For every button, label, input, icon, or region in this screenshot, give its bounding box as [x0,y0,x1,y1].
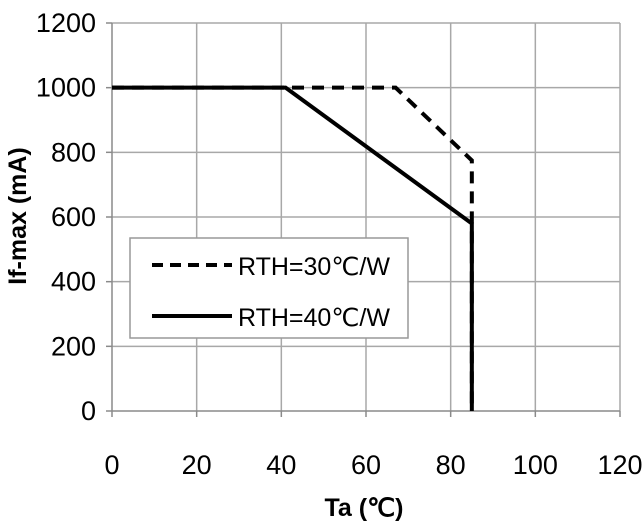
x-tick-label-80: 80 [436,450,466,480]
x-tick-label-60: 60 [351,450,381,480]
y-tick-label-0: 0 [81,396,96,426]
y-tick-label-1000: 1000 [36,73,96,103]
y-tick-label-400: 400 [51,267,96,297]
x-tick-label-120: 120 [597,450,642,480]
y-tick-label-200: 200 [51,331,96,361]
legend: RTH=30℃/W RTH=40℃/W [129,237,409,339]
series-lines [112,85,474,411]
y-tick-label-1200: 1200 [36,8,96,38]
x-tick-label-100: 100 [513,450,558,480]
x-axis-title: Ta (℃) [325,494,404,522]
series-line-rth-40-w [112,85,474,411]
x-tick-label-0: 0 [104,450,119,480]
x-tick-label-20: 20 [182,450,212,480]
legend-label-rth40: RTH=40℃/W [238,304,390,332]
y-tick-label-800: 800 [51,137,96,167]
legend-box [129,237,409,339]
x-tick-label-40: 40 [266,450,296,480]
y-tick-label-600: 600 [51,202,96,232]
y-axis-title: If-max (mA) [4,147,32,285]
legend-label-rth30: RTH=30℃/W [238,253,390,281]
